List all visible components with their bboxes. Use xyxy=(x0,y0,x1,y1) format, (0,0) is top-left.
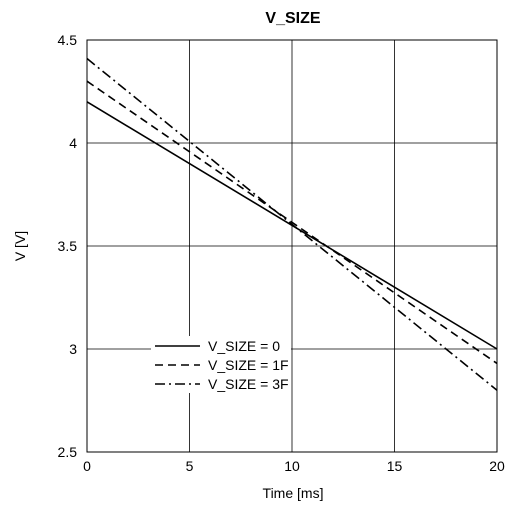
grid xyxy=(86,39,498,453)
y-tick-label: 4.5 xyxy=(58,32,78,48)
x-tick-label: 0 xyxy=(83,458,91,474)
series-line-2 xyxy=(86,80,498,365)
x-axis-label: Time [ms] xyxy=(263,485,324,501)
x-tick-label: 5 xyxy=(186,458,194,474)
legend-label-3: V_SIZE = 3F xyxy=(208,376,289,392)
legend-bg xyxy=(151,336,291,355)
chart-title: V_SIZE xyxy=(265,10,320,27)
legend-bg xyxy=(151,374,291,393)
y-tick-label: 3 xyxy=(69,341,77,357)
legend-label-2: V_SIZE = 1F xyxy=(208,357,289,373)
x-axis-ticks: 0 5 10 15 20 xyxy=(83,458,505,474)
legend: V_SIZE = 0 V_SIZE = 1F V_SIZE = 3F xyxy=(151,336,291,393)
series-group xyxy=(86,57,498,391)
y-tick-label: 2.5 xyxy=(58,444,78,460)
series-line-1 xyxy=(86,101,498,350)
x-tick-label: 15 xyxy=(387,458,403,474)
plot-frame xyxy=(86,39,498,453)
x-tick-label: 20 xyxy=(489,458,505,474)
legend-bg xyxy=(151,355,291,374)
legend-label-1: V_SIZE = 0 xyxy=(208,338,280,354)
y-axis-ticks: 2.5 3 3.5 4 4.5 xyxy=(58,32,78,460)
x-tick-label: 10 xyxy=(284,458,300,474)
y-axis-label: V [V] xyxy=(12,231,28,261)
y-tick-label: 3.5 xyxy=(58,238,78,254)
series-line-3 xyxy=(86,57,498,391)
y-tick-label: 4 xyxy=(69,135,77,151)
